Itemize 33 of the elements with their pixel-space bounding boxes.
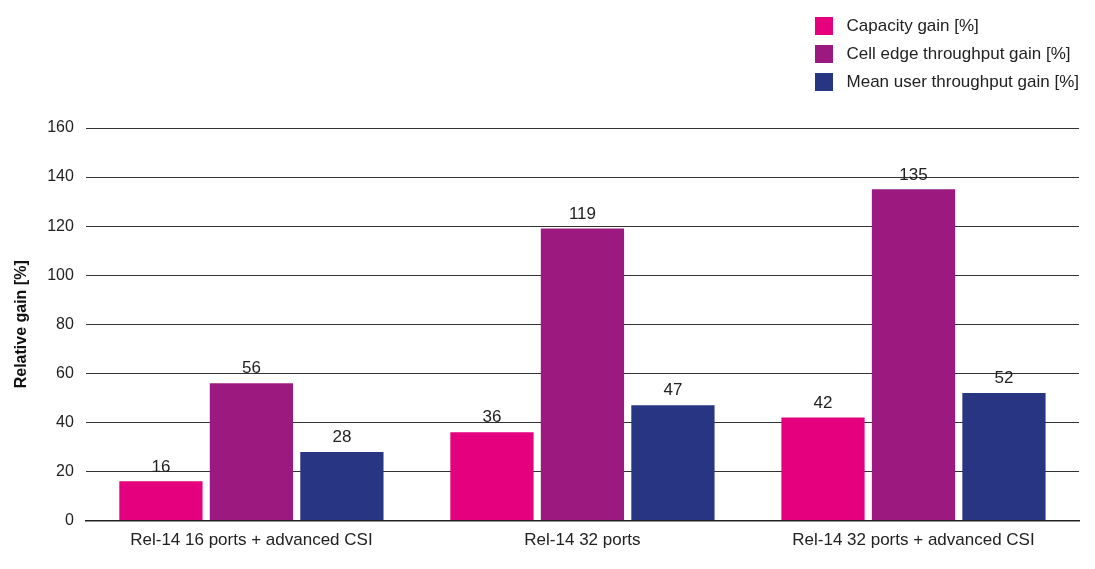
legend-label: Capacity gain [%] xyxy=(846,16,979,36)
data-label: 28 xyxy=(332,427,352,447)
y-axis-title: Relative gain [%] xyxy=(12,260,30,389)
x-tick-label: Rel-14 16 ports + advanced CSI xyxy=(130,530,373,550)
data-label: 16 xyxy=(151,456,171,476)
data-label: 52 xyxy=(994,368,1014,388)
bar xyxy=(450,432,534,521)
y-tick-label: 80 xyxy=(56,314,74,332)
x-tick-label: Rel-14 32 ports xyxy=(524,530,641,550)
y-tick-label: 40 xyxy=(56,412,74,430)
bar xyxy=(300,451,384,521)
data-label: 119 xyxy=(568,203,596,223)
bar xyxy=(781,417,865,521)
bar xyxy=(119,481,203,521)
y-tick-label: 60 xyxy=(56,363,74,381)
y-tick-label: 140 xyxy=(47,167,74,185)
legend-label: Mean user throughput gain [%] xyxy=(846,72,1079,92)
data-label: 56 xyxy=(241,358,261,378)
bar xyxy=(631,405,715,521)
legend-label: Cell edge throughput gain [%] xyxy=(846,44,1071,64)
bar xyxy=(871,189,956,521)
data-label: 47 xyxy=(663,380,683,400)
data-label: 42 xyxy=(813,392,833,412)
y-tick-label: 100 xyxy=(47,265,74,283)
bar xyxy=(209,383,294,521)
y-tick-label: 0 xyxy=(64,511,74,529)
bar xyxy=(962,393,1046,521)
y-tick-label: 160 xyxy=(47,118,74,136)
bar xyxy=(540,228,625,521)
y-tick-label: 20 xyxy=(56,461,74,479)
x-tick-label: Rel-14 32 ports + advanced CSI xyxy=(792,530,1035,550)
y-tick-label: 120 xyxy=(47,216,74,234)
data-label: 36 xyxy=(482,407,502,427)
